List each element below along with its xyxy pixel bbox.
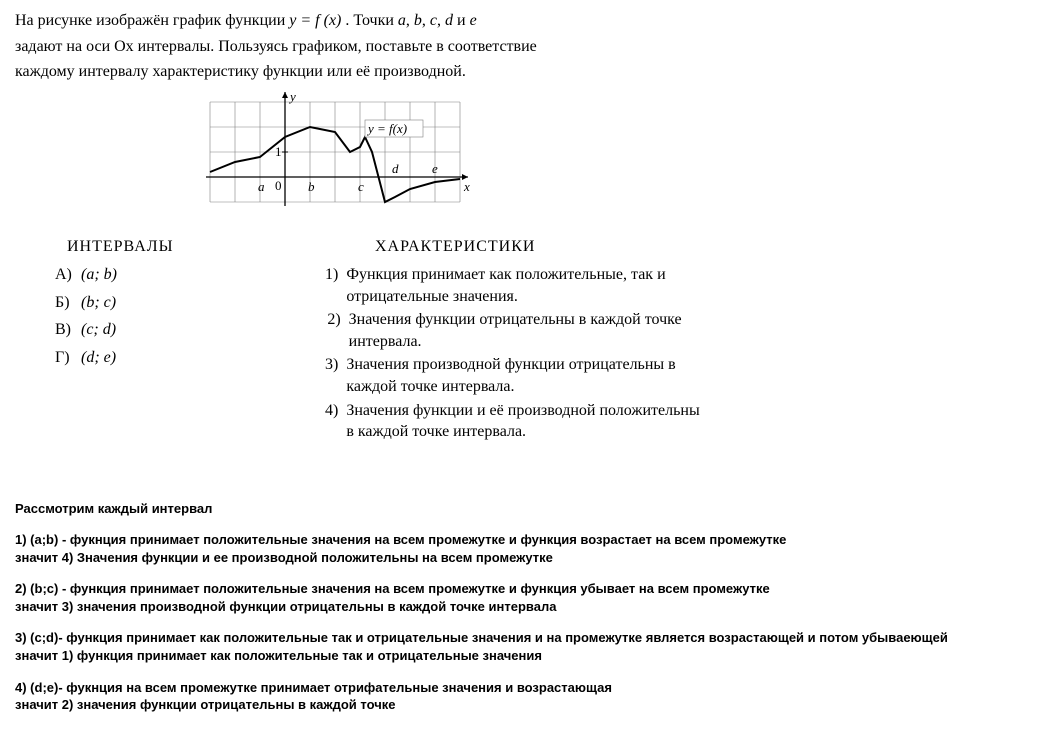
char-row-3: 3) Значения производной функции отрицате… [325, 354, 705, 397]
interval-label: Б) [55, 292, 75, 314]
pt-b: b [414, 12, 422, 29]
char-num: 3) [325, 354, 338, 397]
solution: Рассмотрим каждый интервал 1) (a;b) - фу… [15, 500, 1025, 714]
solution-title: Рассмотрим каждый интервал [15, 500, 1025, 518]
problem-line-1: На рисунке изображён график функции y = … [15, 10, 1025, 32]
interval-row-b: Б) (b; c) [55, 292, 285, 314]
interval-row-a: А) (a; b) [55, 264, 285, 286]
char-text: Значения функции и её производной положи… [346, 400, 705, 443]
solution-line: значит 4) Значения функции и ее производ… [15, 549, 1025, 567]
text: . Точки [345, 12, 398, 29]
sep: , [406, 12, 414, 29]
text: На рисунке изображён график функции [15, 12, 289, 29]
characteristics-column: ХАРАКТЕРИСТИКИ 1) Функция принимает как … [325, 236, 1025, 444]
char-text: Значения функции отрицательны в каждой т… [349, 309, 705, 352]
solution-line: значит 2) значения функции отрицательны … [15, 696, 1025, 714]
interval-row-d: Г) (d; e) [55, 347, 285, 369]
svg-text:e: e [432, 161, 438, 176]
interval-value: (d; e) [81, 347, 116, 369]
char-num: 4) [325, 400, 338, 443]
interval-label: Г) [55, 347, 75, 369]
svg-text:d: d [392, 161, 399, 176]
char-num: 2) [325, 309, 341, 352]
solution-block-3: 3) (c;d)- функция принимает как положите… [15, 629, 1025, 664]
pt-e: e [470, 12, 477, 29]
svg-text:a: a [258, 179, 265, 194]
pt-c: c [430, 12, 437, 29]
problem-statement: На рисунке изображён график функции y = … [15, 10, 1025, 83]
problem-line-3: каждому интервалу характеристику функции… [15, 61, 1025, 83]
interval-value: (b; c) [81, 292, 116, 314]
svg-text:b: b [308, 179, 315, 194]
function-chart: y x 1 0 y = f(x) a b c d e [200, 87, 1025, 229]
svg-text:y: y [288, 89, 296, 104]
intervals-column: ИНТЕРВАЛЫ А) (a; b) Б) (b; c) В) (c; d) … [15, 236, 285, 444]
pt-a: a [398, 12, 406, 29]
solution-line: 4) (d;e)- фукнция на всем промежутке при… [15, 679, 1025, 697]
interval-label: А) [55, 264, 75, 286]
solution-block-4: 4) (d;e)- фукнция на всем промежутке при… [15, 679, 1025, 714]
svg-text:1: 1 [275, 144, 282, 159]
char-text: Функция принимает как положительные, так… [346, 264, 705, 307]
problem-line-2: задают на оси Ox интервалы. Пользуясь гр… [15, 36, 1025, 58]
solution-line: значит 3) значения производной функции о… [15, 598, 1025, 616]
solution-line: 2) (b;c) - функция принимает положительн… [15, 580, 1025, 598]
char-text: Значения производной функции отрицательн… [346, 354, 705, 397]
solution-line: 1) (a;b) - фукнция принимает положительн… [15, 531, 1025, 549]
char-num: 1) [325, 264, 338, 307]
solution-block-2: 2) (b;c) - функция принимает положительн… [15, 580, 1025, 615]
equation: y = f (x) [289, 12, 341, 29]
sep: , [422, 12, 430, 29]
char-row-2: 2) Значения функции отрицательны в каждо… [325, 309, 705, 352]
char-row-4: 4) Значения функции и её производной пол… [325, 400, 705, 443]
chars-heading: ХАРАКТЕРИСТИКИ [325, 236, 1025, 258]
solution-line: значит 1) функция принимает как положите… [15, 647, 1025, 665]
chart-svg: y x 1 0 y = f(x) a b c d e [200, 87, 470, 222]
columns: ИНТЕРВАЛЫ А) (a; b) Б) (b; c) В) (c; d) … [15, 236, 1025, 444]
sep: , [437, 12, 445, 29]
interval-label: В) [55, 319, 75, 341]
solution-line: 3) (c;d)- функция принимает как положите… [15, 629, 1025, 647]
svg-text:c: c [358, 179, 364, 194]
char-row-1: 1) Функция принимает как положительные, … [325, 264, 705, 307]
svg-text:x: x [463, 179, 470, 194]
interval-value: (c; d) [81, 319, 116, 341]
svg-text:0: 0 [275, 178, 282, 193]
interval-row-c: В) (c; d) [55, 319, 285, 341]
svg-text:y = f(x): y = f(x) [366, 121, 407, 136]
solution-block-1: 1) (a;b) - фукнция принимает положительн… [15, 531, 1025, 566]
intervals-heading: ИНТЕРВАЛЫ [55, 236, 285, 258]
and: и [453, 12, 470, 29]
pt-d: d [445, 12, 453, 29]
interval-value: (a; b) [81, 264, 117, 286]
